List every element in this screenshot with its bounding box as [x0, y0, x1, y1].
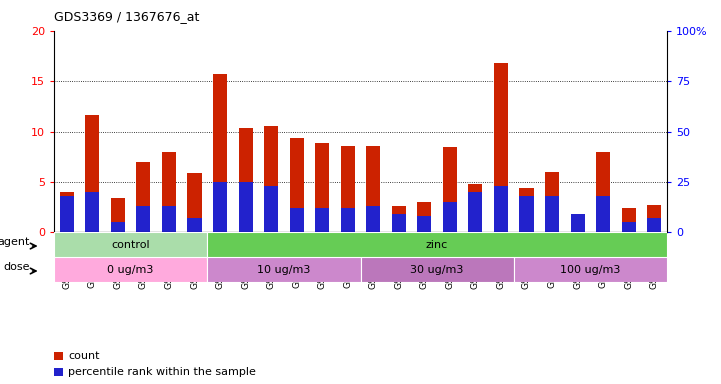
Bar [519, 196, 534, 232]
Bar [360, 257, 513, 282]
Bar [239, 182, 252, 232]
Bar [596, 152, 610, 232]
Text: percentile rank within the sample: percentile rank within the sample [68, 367, 256, 377]
Bar [54, 232, 208, 257]
Bar [162, 152, 176, 232]
Bar [60, 196, 74, 232]
Bar [570, 214, 585, 232]
Bar [54, 368, 63, 376]
Text: GDS3369 / 1367676_at: GDS3369 / 1367676_at [54, 10, 200, 23]
Text: control: control [111, 240, 150, 250]
Bar [85, 115, 99, 232]
Bar [366, 206, 380, 232]
Bar [290, 208, 304, 232]
Bar [60, 192, 74, 232]
Bar [136, 162, 151, 232]
Bar [417, 202, 431, 232]
Bar [469, 192, 482, 232]
Bar [136, 206, 151, 232]
Bar [443, 202, 457, 232]
Text: agent: agent [0, 237, 30, 247]
Bar [54, 352, 63, 361]
Text: dose: dose [3, 262, 30, 272]
Bar [392, 206, 406, 232]
Bar [315, 142, 329, 232]
Bar [570, 214, 585, 232]
Bar [494, 63, 508, 232]
Text: zinc: zinc [426, 240, 448, 250]
Bar [208, 257, 360, 282]
Bar [513, 257, 667, 282]
Text: 100 ug/m3: 100 ug/m3 [560, 265, 621, 275]
Bar [469, 184, 482, 232]
Text: 10 ug/m3: 10 ug/m3 [257, 265, 311, 275]
Bar [366, 146, 380, 232]
Bar [443, 147, 457, 232]
Bar [494, 186, 508, 232]
Bar [545, 172, 559, 232]
Bar [647, 205, 661, 232]
Bar [545, 196, 559, 232]
Bar [264, 186, 278, 232]
Bar [111, 222, 125, 232]
Bar [622, 222, 636, 232]
Bar [162, 206, 176, 232]
Bar [392, 214, 406, 232]
Bar [111, 198, 125, 232]
Bar [417, 216, 431, 232]
Text: count: count [68, 351, 99, 361]
Bar [315, 208, 329, 232]
Bar [622, 208, 636, 232]
Bar [239, 129, 252, 232]
Text: 30 ug/m3: 30 ug/m3 [410, 265, 464, 275]
Bar [213, 182, 227, 232]
Bar [85, 192, 99, 232]
Bar [341, 208, 355, 232]
Bar [519, 188, 534, 232]
Bar [208, 232, 667, 257]
Bar [647, 218, 661, 232]
Text: 0 ug/m3: 0 ug/m3 [107, 265, 154, 275]
Bar [264, 126, 278, 232]
Bar [187, 218, 202, 232]
Bar [54, 257, 208, 282]
Bar [187, 173, 202, 232]
Bar [213, 74, 227, 232]
Bar [341, 146, 355, 232]
Bar [596, 196, 610, 232]
Bar [290, 137, 304, 232]
